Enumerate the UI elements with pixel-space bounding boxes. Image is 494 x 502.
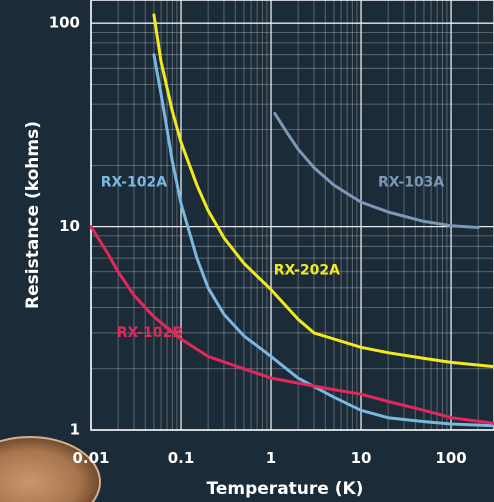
series-line-rx-102b xyxy=(89,225,494,425)
x-tick-label: 10 xyxy=(351,449,372,467)
sensor-chip-image xyxy=(0,436,101,502)
y-tick-labels: 1 10 100 xyxy=(49,14,80,439)
x-tick-label: 100 xyxy=(435,449,466,467)
x-tick-labels: 0.01 0.1 1 10 100 xyxy=(72,449,466,467)
grid-minor xyxy=(91,0,494,430)
x-tick-label: 1 xyxy=(266,449,276,467)
y-tick-label: 1 xyxy=(70,421,80,439)
grid-major xyxy=(90,0,494,431)
series-label-rx-102a: RX-102A xyxy=(101,174,167,190)
series-labels: RX-102A RX-202A RX-102B RX-103A xyxy=(101,174,445,341)
y-tick-label: 100 xyxy=(49,14,80,32)
series-line-rx-102a xyxy=(152,53,494,428)
plot-area xyxy=(90,0,494,431)
x-axis-title: Temperature (K) xyxy=(207,479,364,499)
y-tick-label: 10 xyxy=(59,217,80,235)
series-lines xyxy=(89,13,494,428)
series-line-rx-103a xyxy=(273,111,480,229)
series-label-rx-102b: RX-102B xyxy=(117,325,183,341)
series-line-rx-202a xyxy=(152,13,494,369)
series-label-rx-202a: RX-202A xyxy=(274,262,340,278)
x-tick-label: 0.01 xyxy=(72,449,109,467)
series-label-rx-103a: RX-103A xyxy=(378,174,444,190)
x-tick-label: 0.1 xyxy=(168,449,195,467)
y-axis-title: Resistance (kohms) xyxy=(23,121,43,309)
